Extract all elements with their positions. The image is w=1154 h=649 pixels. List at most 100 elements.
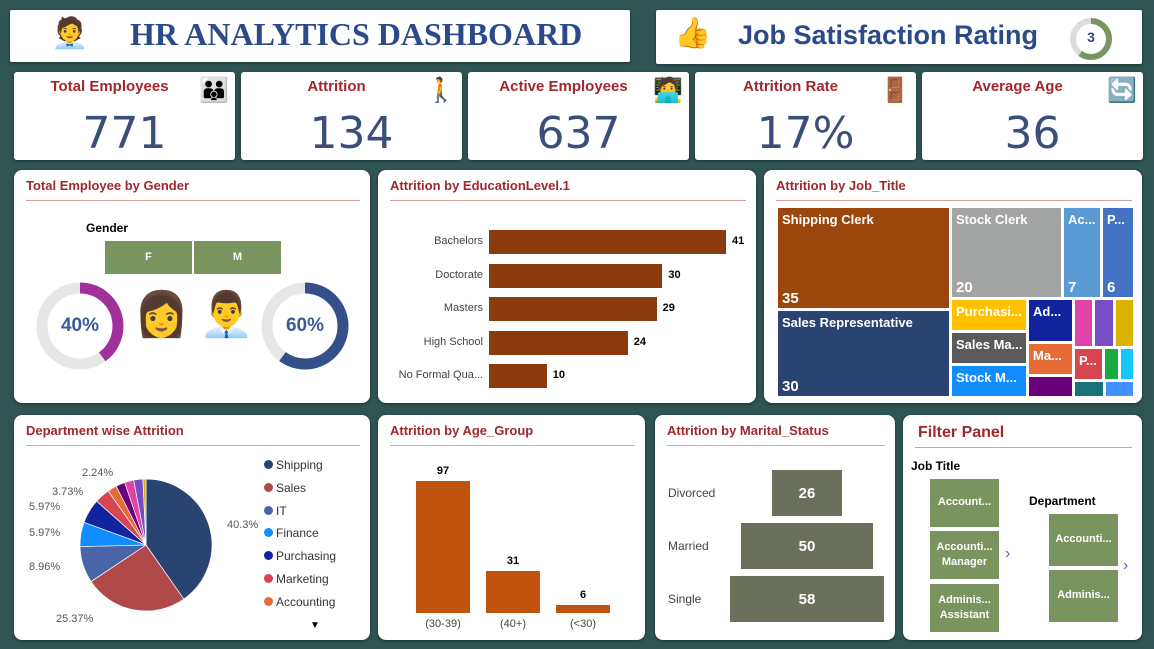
treemap-tile-label: Sales Ma... [956, 337, 1023, 352]
pie-slice[interactable] [145, 478, 213, 600]
treemap-tile-value: 6 [1107, 279, 1116, 296]
education-category-label: Masters [443, 302, 483, 314]
gender-card: Total Employee by Gender Gender F M 40% … [14, 170, 370, 403]
marital-category-label: Single [668, 592, 702, 606]
legend-label: Marketing [276, 572, 329, 586]
education-bar[interactable] [489, 263, 663, 288]
legend-item[interactable]: Sales [264, 481, 306, 495]
treemap-tile[interactable]: Shipping Clerk 35 [777, 207, 950, 309]
treemap-tile-label: Stock Clerk [956, 212, 1028, 227]
treemap-tile[interactable]: P... [1074, 348, 1103, 380]
treemap-tile-label: Ma... [1033, 348, 1062, 363]
kpi-label: Attrition Rate [743, 78, 838, 95]
age-card: Attrition by Age_Group 97 (30-39) 31 (40+) 6… [378, 415, 645, 640]
treemap-tile[interactable] [1028, 376, 1073, 397]
job-satisfaction-card: 👍 Job Satisfaction Rating 3 [656, 10, 1142, 64]
job-title-option[interactable]: Adminis... Assistant [930, 584, 999, 632]
treemap-tile[interactable]: Ac... 7 [1063, 207, 1101, 298]
pie-data-label: 5.97% [29, 527, 60, 539]
education-data-label: 29 [662, 302, 675, 314]
legend-scroll-down-icon[interactable]: ▼ [310, 620, 320, 631]
age-bar[interactable] [486, 570, 540, 613]
treemap-tile-label: Stock M... [956, 370, 1017, 385]
legend-item[interactable]: Marketing [264, 572, 329, 586]
marital-data-label: 50 [798, 537, 816, 555]
treemap-tile[interactable] [1094, 299, 1114, 347]
education-category-label: Bachelors [434, 235, 483, 247]
education-category-label: High School [423, 335, 483, 348]
department-pie: 40.3% 25.37% 8.96% 5.97% 5.97% 3.73% 2.24% [29, 467, 258, 625]
treemap-tile[interactable] [1115, 299, 1134, 347]
legend-item[interactable]: Finance [264, 526, 319, 540]
treemap-tile[interactable] [1074, 299, 1093, 347]
treemap-tile[interactable]: Purchasi... [951, 299, 1027, 331]
gender-option-m[interactable]: M [194, 241, 281, 274]
marital-data-label: 58 [798, 590, 816, 608]
education-bar[interactable] [489, 364, 547, 388]
legend-label: Purchasing [276, 549, 337, 564]
treemap-tile[interactable]: Ma... [1028, 343, 1073, 375]
education-category-label: Doctorate [435, 268, 483, 281]
pie-data-label: 8.96% [29, 561, 60, 573]
marital-card: Attrition by Marital_Status Divorced 26 Ma… [655, 415, 895, 640]
legend-item[interactable]: IT [264, 504, 287, 518]
age-bar[interactable] [556, 604, 610, 613]
kpi-label: Total Employees [50, 78, 169, 95]
legend-item[interactable]: Shipping [264, 458, 323, 472]
age-category-label: (<30) [570, 618, 596, 630]
department-next-icon[interactable]: › [1123, 557, 1129, 574]
kpi-value: 637 [536, 108, 621, 159]
treemap-tile[interactable]: Sales Ma... [951, 332, 1027, 364]
job-title-next-icon[interactable]: › [1005, 545, 1011, 562]
treemap-tile[interactable]: P... 6 [1102, 207, 1134, 298]
marital-bar[interactable]: 58 [730, 576, 884, 622]
education-data-label: 10 [552, 369, 566, 381]
legend-dot-icon [264, 505, 273, 515]
education-bar[interactable] [489, 330, 628, 355]
age-bar[interactable] [416, 481, 470, 613]
page-title: HR ANALYTICS DASHBOARD [130, 16, 583, 52]
job-title-option[interactable]: Accounti... Manager [930, 531, 999, 579]
treemap-tile[interactable] [1120, 348, 1134, 380]
legend-item[interactable]: Accounting [264, 595, 335, 609]
legend-label: Shipping [276, 458, 323, 472]
pie-slice[interactable] [142, 478, 147, 546]
treemap-tile[interactable] [1074, 381, 1104, 397]
kpi-card: Average Age 36 🔄 [922, 72, 1143, 160]
satisfaction-gauge [1070, 18, 1112, 60]
pie-data-label: 3.73% [52, 486, 83, 498]
legend-dot-icon [264, 528, 273, 538]
pie-slice[interactable] [90, 544, 185, 612]
legend-dot-icon [264, 460, 273, 469]
female-donut [36, 282, 124, 370]
treemap-tile[interactable] [1105, 381, 1134, 397]
treemap-tile[interactable]: Stock Clerk 20 [951, 207, 1062, 298]
job-title-card: Attrition by Job_Title Shipping Clerk 35 S… [764, 170, 1142, 403]
education-bar[interactable] [489, 297, 657, 321]
age-category-label: (40+) [500, 618, 526, 630]
education-bar[interactable] [489, 230, 726, 254]
treemap-tile[interactable] [1104, 348, 1119, 380]
exit-door-icon: 🚪 [880, 77, 910, 104]
marital-bar[interactable]: 50 [740, 523, 874, 569]
kpi-value: 134 [309, 108, 394, 159]
marital-bar[interactable]: 26 [772, 470, 842, 516]
kpi-card: Total Employees 771 👪 [14, 72, 235, 160]
people-icon: 👪 [199, 77, 229, 104]
legend-item[interactable]: Purchasing [264, 549, 336, 563]
treemap-tile[interactable]: Sales Representative 30 [777, 310, 950, 397]
department-option[interactable]: Adminis... [1049, 570, 1118, 622]
treemap-tile[interactable]: Stock M... [951, 365, 1027, 397]
marital-data-label: 26 [798, 484, 816, 502]
gender-title: Total Employee by Gender [26, 178, 190, 193]
department-title: Department wise Attrition [26, 423, 184, 438]
marital-title: Attrition by Marital_Status [667, 423, 829, 438]
job-title-option[interactable]: Account... [930, 479, 999, 527]
department-option[interactable]: Accounti... [1049, 514, 1118, 566]
legend-label: IT [276, 503, 287, 518]
treemap-tile[interactable]: Ad... [1028, 299, 1073, 342]
worker-desk-icon: 🧑‍💻 [653, 77, 683, 104]
kpi-card: Active Employees 637 🧑‍💻 [468, 72, 689, 160]
female-pct: 40% [60, 315, 100, 336]
gender-option-f[interactable]: F [105, 241, 192, 274]
